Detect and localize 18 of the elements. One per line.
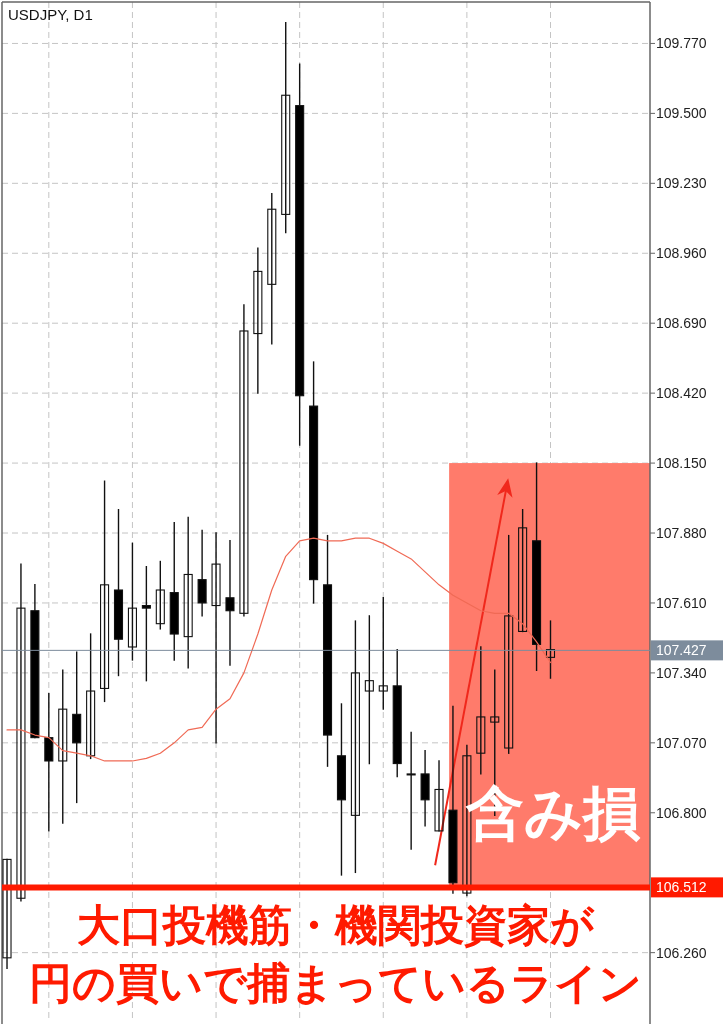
y-tick-label: 106.800	[656, 804, 707, 821]
annotation: 円の買いで捕まっているライン	[28, 959, 642, 1007]
y-tick-label: 107.610	[656, 594, 707, 611]
y-tick-label: 106.260	[656, 944, 707, 961]
y-tick-label: 109.770	[656, 35, 707, 52]
y-tick-label: 108.690	[656, 315, 707, 332]
y-tick-label: 108.960	[656, 245, 707, 262]
y-tick-label: 108.150	[656, 455, 707, 472]
y-tick-label: 107.340	[656, 664, 707, 681]
y-tick-label: 107.880	[656, 525, 707, 542]
ref-line-label: 106.512	[656, 879, 707, 896]
annotation: 大口投機筋・機関投資家が	[76, 901, 594, 949]
y-tick-label: 109.230	[656, 175, 707, 192]
y-tick-label: 107.070	[656, 734, 707, 751]
ref-line-label: 107.427	[656, 642, 707, 659]
chart-title: USDJPY, D1	[8, 6, 93, 23]
y-tick-label: 108.420	[656, 385, 707, 402]
y-tick-label: 109.500	[656, 105, 707, 122]
